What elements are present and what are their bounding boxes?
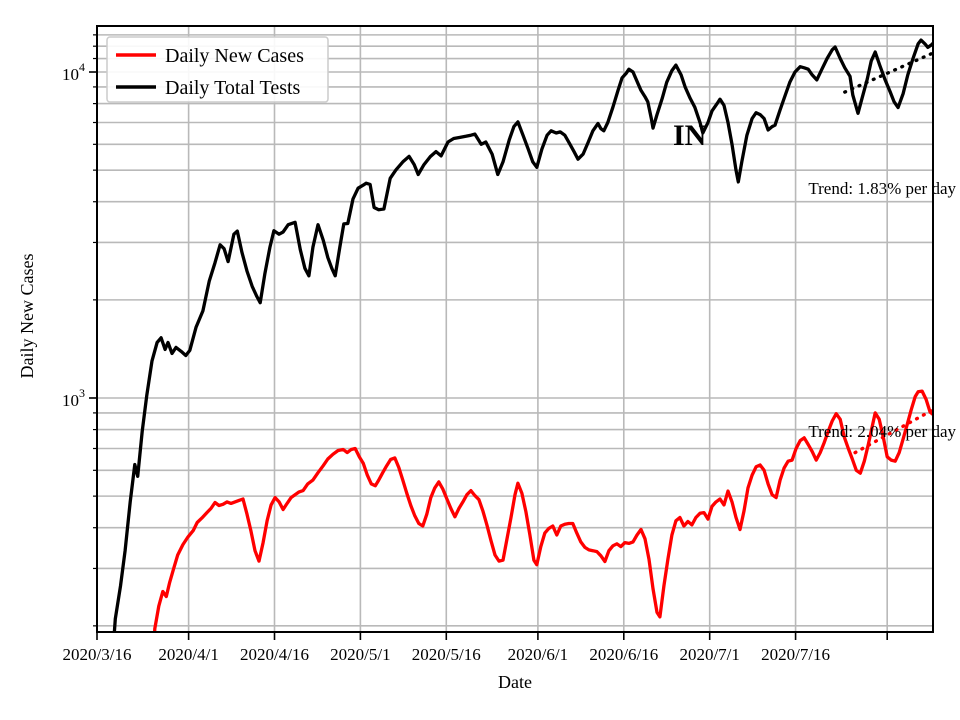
plot-border: [96, 25, 934, 633]
y-axis-label: Daily New Cases: [17, 254, 37, 379]
state-code-annotation: IN: [673, 119, 707, 152]
x-tick-label: 2020/5/1: [330, 645, 390, 664]
x-tick-label: 2020/3/16: [63, 645, 132, 664]
x-tick-label: 2020/4/1: [158, 645, 218, 664]
series-line-cases-trend-2-04-per-day-: [853, 408, 933, 455]
series-line-daily-new-cases: [153, 389, 933, 632]
legend-label-cases: Daily New Cases: [165, 45, 304, 67]
cases-trend-annotation: Trend: 2.04% per day: [808, 422, 956, 441]
series-line-daily-total-tests: [112, 38, 933, 632]
series-line-tests-trend-1-83-per-day-: [843, 51, 933, 94]
data-series: [112, 38, 933, 632]
x-tick-label: 2020/6/1: [508, 645, 568, 664]
trend-lines: [843, 51, 933, 455]
grid-lines: [96, 26, 933, 632]
x-tick-label: 2020/7/16: [761, 645, 830, 664]
legend: Daily New Cases Daily Total Tests: [106, 36, 329, 103]
x-axis-label: Date: [498, 672, 532, 692]
x-tick-label: 2020/4/16: [240, 645, 309, 664]
tests-trend-annotation: Trend: 1.83% per day: [808, 179, 956, 198]
x-tick-label: 2020/7/1: [679, 645, 739, 664]
y-tick-label: 104: [62, 60, 85, 84]
x-tick-label: 2020/6/16: [589, 645, 658, 664]
legend-label-tests: Daily Total Tests: [165, 77, 301, 99]
axis-ticks-and-labels: 103 104 2020/3/16 2020/4/1 2020/4/16 2020/5/1…: [62, 34, 888, 664]
x-tick-label: 2020/5/16: [412, 645, 481, 664]
legend-box: [106, 36, 329, 103]
y-tick-label: 103: [62, 386, 85, 410]
